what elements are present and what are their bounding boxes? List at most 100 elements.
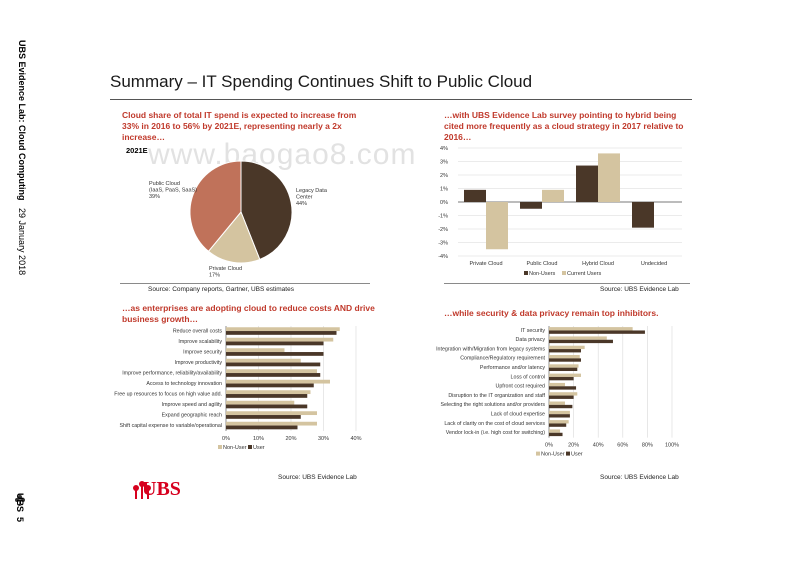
hbar (226, 369, 317, 374)
hbar (549, 414, 570, 418)
hbar (549, 373, 581, 377)
column-bar (632, 202, 654, 228)
sidebar-brand-page: UBS 5 (15, 493, 25, 522)
legend-label: User (571, 452, 583, 458)
legend-swatch (524, 271, 528, 275)
x-tick-label: 30% (318, 436, 329, 442)
y-tick-label: -1% (438, 214, 448, 220)
pie-slice (189, 160, 242, 253)
x-tick-label: 20% (285, 436, 296, 442)
category-label: Disruption to the IT organization and st… (448, 393, 545, 399)
hbar (226, 373, 321, 377)
hbar (549, 364, 579, 368)
sidebar: UBS Evidence Lab: Cloud Computing 29 Jan… (0, 0, 40, 566)
column-bar (598, 153, 620, 202)
sidebar-date: 29 January 2018 (17, 208, 27, 276)
hbar (549, 410, 570, 415)
title-rule (110, 99, 692, 100)
hbar (549, 339, 613, 344)
heading-hybrid-strategy: …with UBS Evidence Lab survey pointing t… (444, 110, 684, 142)
category-label: Reduce overall costs (173, 329, 223, 335)
category-label: Selecting the right solutions and/or pro… (440, 402, 545, 408)
sidebar-brand: UBS (15, 493, 25, 513)
hbar (549, 355, 580, 359)
sidebar-report-name: UBS Evidence Lab: Cloud Computing (17, 40, 27, 201)
pie-label-public: Public Cloud (IaaS, PaaS, SaaS) 39% (149, 181, 197, 200)
legend-label: User (253, 445, 265, 451)
category-label: Vendor lock-in (i.e. high cost for switc… (446, 430, 545, 436)
source-top-left: Source: Company reports, Gartner, UBS es… (148, 286, 294, 293)
y-tick-label: 2% (440, 173, 448, 179)
hbar (549, 395, 574, 399)
y-tick-label: -4% (438, 254, 448, 260)
y-tick-label: -2% (438, 227, 448, 233)
heading-inhibitors: …while security & data privacy remain to… (444, 308, 659, 318)
hbar (549, 358, 581, 362)
y-tick-label: 1% (440, 187, 448, 193)
hbar (226, 400, 295, 405)
category-label: Improve performance, reliability/availab… (122, 371, 222, 377)
category-label: Upfront cost required (496, 384, 546, 390)
hbar (226, 352, 324, 356)
hbar (226, 379, 330, 384)
hbar (226, 327, 340, 332)
category-label: Lack of clarity on the cost of cloud ser… (444, 421, 545, 427)
y-tick-label: 0% (440, 200, 448, 206)
x-tick-label: 0% (545, 443, 553, 449)
source-bottom-right: Source: UBS Evidence Lab (600, 474, 679, 481)
pie-title: 2021E (126, 146, 148, 155)
category-label: Improve security (183, 350, 222, 356)
hbar (549, 327, 633, 331)
legend-swatch (218, 445, 222, 449)
legend-label: Current Users (567, 271, 601, 277)
hbar (549, 423, 567, 427)
pie-slice (240, 160, 293, 261)
x-category-label: Undecided (641, 261, 667, 267)
divider-top-left (120, 283, 370, 284)
pie-label-private: Private Cloud 17% (209, 266, 242, 279)
column-bar (542, 189, 564, 202)
x-tick-label: 80% (642, 443, 653, 449)
hbar (226, 390, 311, 395)
hbar (226, 425, 298, 430)
pie-chart: 2021E Legacy Data Center 44% Private Cloud… (126, 146, 328, 279)
hbar (549, 404, 573, 409)
drivers-bar-chart: 0% 10% 20% 30% 40% Reduce overall costs Improv… (114, 326, 362, 451)
legend-swatch (248, 445, 252, 449)
hbar (226, 348, 285, 353)
x-tick-label: 40% (593, 443, 604, 449)
heading-adoption-drivers: …as enterprises are adopting cloud to re… (122, 303, 375, 324)
x-tick-label: 0% (222, 436, 230, 442)
hbar (549, 349, 581, 353)
x-category-label: Hybrid Cloud (582, 261, 614, 267)
divider-top-right (444, 283, 690, 284)
hbar (226, 415, 301, 419)
ubs-logo-text: UBS (142, 478, 181, 500)
category-label: Data privacy (516, 337, 546, 343)
sidebar-report-text: UBS Evidence Lab: Cloud Computing 29 Jan… (17, 40, 27, 275)
inhibitors-bar-chart: 0% 20% 40% 60% 80% 100% IT security Data privac… (436, 326, 679, 458)
category-label: IT security (521, 328, 546, 334)
watermark: www.baogao8.com (148, 138, 417, 171)
hbar (226, 341, 324, 346)
legend-swatch (536, 451, 540, 456)
source-top-right: Source: UBS Evidence Lab (600, 286, 679, 293)
category-label: Expand geographic reach (162, 413, 222, 419)
hbar (549, 376, 574, 381)
hbar (549, 429, 561, 433)
hbar (226, 394, 308, 398)
hbar (549, 345, 585, 350)
x-tick-label: 20% (568, 443, 579, 449)
x-tick-label: 40% (350, 436, 361, 442)
x-tick-label: 10% (253, 436, 264, 442)
category-label: Performance and/or latency (480, 365, 545, 371)
page-title: Summary – IT Spending Continues Shift to… (110, 72, 533, 91)
x-category-label: Public Cloud (527, 261, 558, 267)
category-label: Integration with/Migration from legacy s… (436, 346, 545, 352)
hbar (226, 404, 308, 409)
hbar (549, 386, 577, 390)
y-tick-label: 3% (440, 160, 448, 166)
hbar (226, 331, 337, 335)
category-label: Improve speed and agility (162, 402, 223, 408)
column-bar (520, 202, 542, 209)
